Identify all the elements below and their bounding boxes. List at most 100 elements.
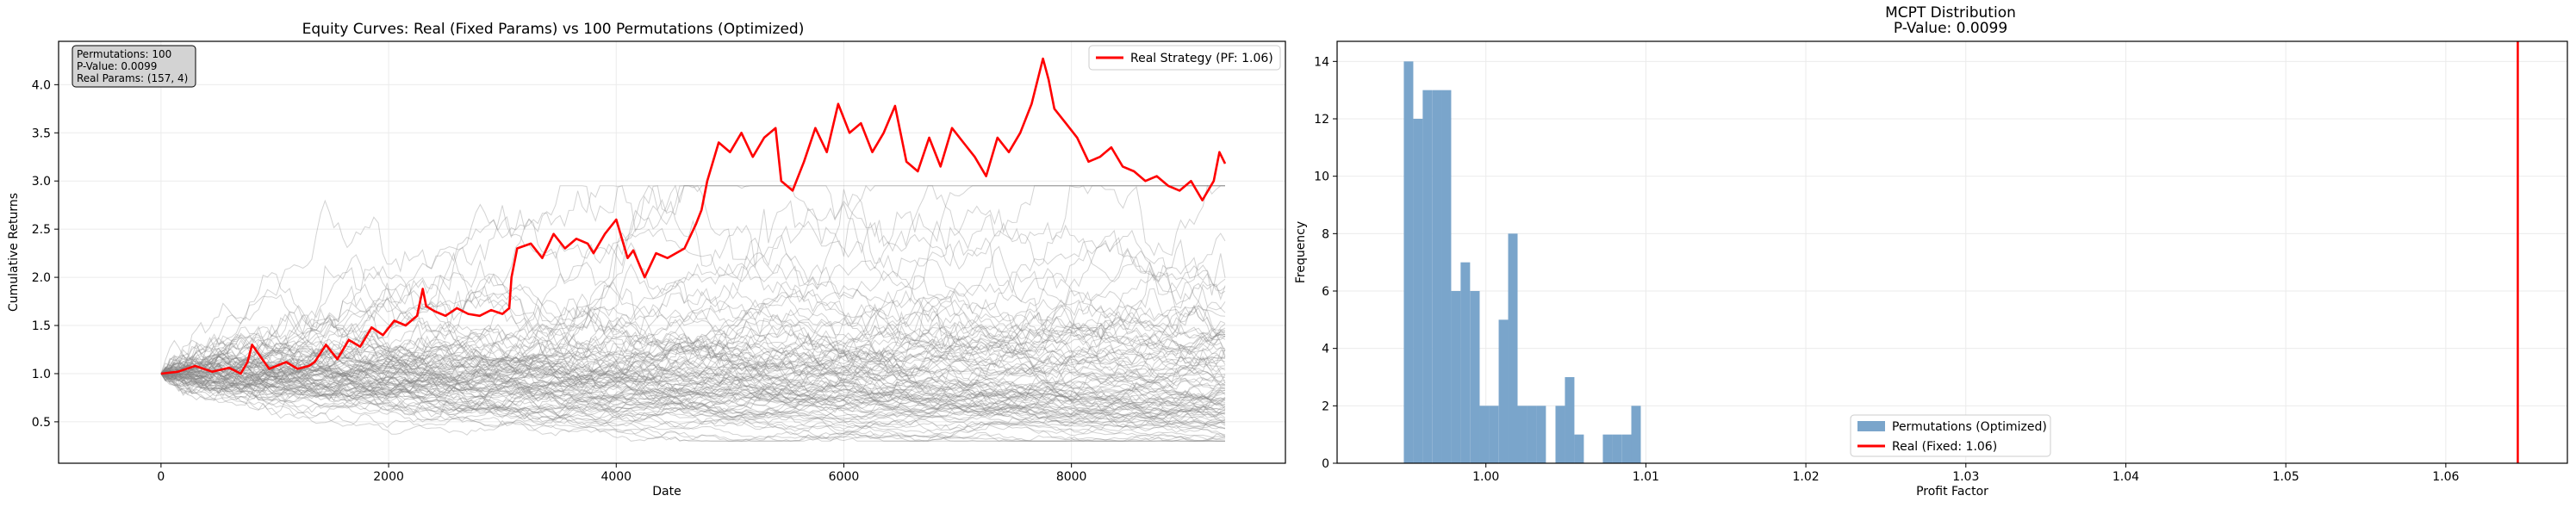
permutation-curve	[160, 314, 1226, 377]
histogram-bar	[1536, 406, 1546, 463]
permutation-curve	[160, 366, 1226, 407]
permutation-curve	[160, 307, 1226, 381]
permutation-curve	[160, 185, 1225, 375]
permutation-curve	[160, 339, 1226, 417]
permutation-curve	[160, 344, 1225, 426]
permutation-curve	[160, 305, 1226, 403]
real-strategy-curve	[160, 57, 1227, 375]
permutation-curve	[160, 346, 1226, 390]
permutation-curve	[160, 312, 1226, 378]
right-legend-box	[1850, 414, 2051, 457]
permutation-curve	[160, 331, 1226, 409]
permutation-curve	[160, 371, 1226, 432]
left-y-tick-label: 3.0	[32, 175, 51, 189]
permutation-curve	[160, 373, 1226, 442]
left-x-tick-label: 4000	[600, 470, 632, 484]
permutation-curve	[160, 330, 1226, 401]
permutation-curve	[160, 369, 1226, 438]
histogram-bar	[1517, 406, 1528, 463]
permutation-curve	[160, 342, 1226, 406]
permutation-curve	[160, 185, 1225, 375]
permutation-curve	[160, 371, 1226, 422]
right-y-ticks: 0 2 4 6 8 10 12 14	[1314, 55, 1337, 471]
permutation-curve	[160, 203, 1226, 375]
left-x-tick-label: 0	[157, 470, 165, 484]
right-y-tick-label: 10	[1314, 170, 1329, 184]
left-y-tick-label: 2.0	[32, 271, 51, 285]
permutation-curve	[160, 368, 1226, 442]
equity-curves-panel: Equity Curves: Real (Fixed Params) vs 10…	[7, 21, 1286, 499]
permutation-curve	[160, 366, 1226, 442]
permutation-curve	[160, 372, 1225, 442]
right-y-axis-title: Frequency	[1294, 221, 1308, 283]
permutation-curve	[160, 234, 1226, 375]
histogram-bar	[1498, 319, 1509, 463]
permutation-curve	[160, 362, 1225, 414]
left-y-ticks: 0.5 1.0 1.5 2.0 2.5 3.0 3.5 4.0	[32, 78, 59, 430]
histogram-bar	[1441, 90, 1452, 464]
left-chart-title: Equity Curves: Real (Fixed Params) vs 10…	[302, 21, 805, 38]
info-p-value: P-Value: 0.0099	[77, 60, 157, 72]
left-y-tick-label: 1.0	[32, 368, 51, 381]
right-x-axis-title: Profit Factor	[1916, 485, 1988, 499]
left-gridlines	[59, 41, 1285, 463]
right-x-tick-label: 1.01	[1633, 470, 1659, 484]
permutation-curve	[160, 343, 1226, 420]
permutation-curve	[160, 184, 1225, 398]
right-chart-subtitle: P-Value: 0.0099	[1894, 20, 2007, 37]
right-gridlines	[1337, 41, 2567, 464]
left-x-tick-label: 2000	[373, 470, 404, 484]
permutation-curve	[160, 364, 1226, 422]
right-legend-bars-label: Permutations (Optimized)	[1892, 420, 2047, 434]
right-chart-title: MCPT Distribution	[1885, 4, 2016, 22]
permutation-curve	[160, 373, 1226, 419]
right-x-tick-label: 1.05	[2273, 470, 2299, 484]
permutation-curve	[160, 362, 1226, 433]
permutation-curve	[160, 349, 1226, 421]
right-x-ticks: 1.00 1.01 1.02 1.03 1.04 1.05 1.06	[1472, 463, 2460, 484]
permutation-curve	[160, 200, 1226, 381]
permutation-curve	[160, 251, 1226, 388]
right-x-tick-label: 1.06	[2432, 470, 2459, 484]
permutation-curve	[160, 314, 1226, 403]
histogram-bar	[1612, 434, 1622, 463]
permutation-curve	[160, 338, 1226, 409]
right-y-tick-label: 2	[1322, 400, 1329, 413]
histogram-bars	[1403, 61, 1641, 464]
right-y-tick-label: 4	[1322, 343, 1329, 356]
permutation-curve	[160, 304, 1226, 392]
permutation-curve	[160, 308, 1226, 393]
left-x-ticks: 0 2000 4000 6000 8000	[157, 463, 1086, 484]
right-legend-real-label: Real (Fixed: 1.06)	[1892, 440, 1997, 454]
right-y-tick-label: 12	[1314, 113, 1329, 127]
right-legend-bars-swatch	[1857, 421, 1885, 431]
permutation-curve	[160, 184, 1225, 400]
permutation-curve	[160, 312, 1226, 387]
right-x-tick-label: 1.00	[1472, 470, 1499, 484]
permutation-curve	[160, 229, 1226, 400]
permutation-curve	[160, 298, 1226, 425]
permutation-curve	[160, 255, 1226, 376]
permutation-curve	[160, 373, 1226, 429]
right-x-tick-label: 1.02	[1793, 470, 1820, 484]
permutation-curve	[160, 291, 1226, 410]
histogram-bar	[1422, 90, 1433, 464]
permutation-curves	[160, 184, 1226, 442]
histogram-bar	[1403, 61, 1414, 463]
permutation-curve	[160, 370, 1225, 442]
info-permutations: Permutations: 100	[77, 48, 171, 60]
permutation-curve	[160, 323, 1226, 412]
left-legend-real-label: Real Strategy (PF: 1.06)	[1130, 52, 1273, 65]
permutation-curve	[160, 326, 1226, 422]
permutation-curve	[160, 344, 1226, 411]
histogram-bar	[1470, 291, 1480, 463]
histogram-bar	[1602, 434, 1613, 463]
permutation-curve	[160, 336, 1226, 423]
right-y-tick-label: 6	[1322, 285, 1329, 299]
permutation-curve	[160, 340, 1226, 407]
histogram-bar	[1565, 377, 1575, 463]
permutation-curve	[160, 368, 1226, 416]
permutation-curve	[160, 298, 1226, 396]
right-y-tick-label: 0	[1322, 457, 1329, 471]
left-y-tick-label: 2.5	[32, 223, 51, 237]
